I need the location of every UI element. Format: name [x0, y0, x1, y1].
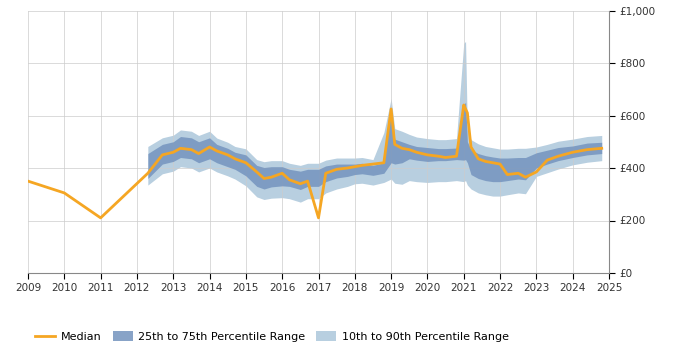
Legend: Median, 25th to 75th Percentile Range, 10th to 90th Percentile Range: Median, 25th to 75th Percentile Range, 1… [31, 327, 513, 346]
